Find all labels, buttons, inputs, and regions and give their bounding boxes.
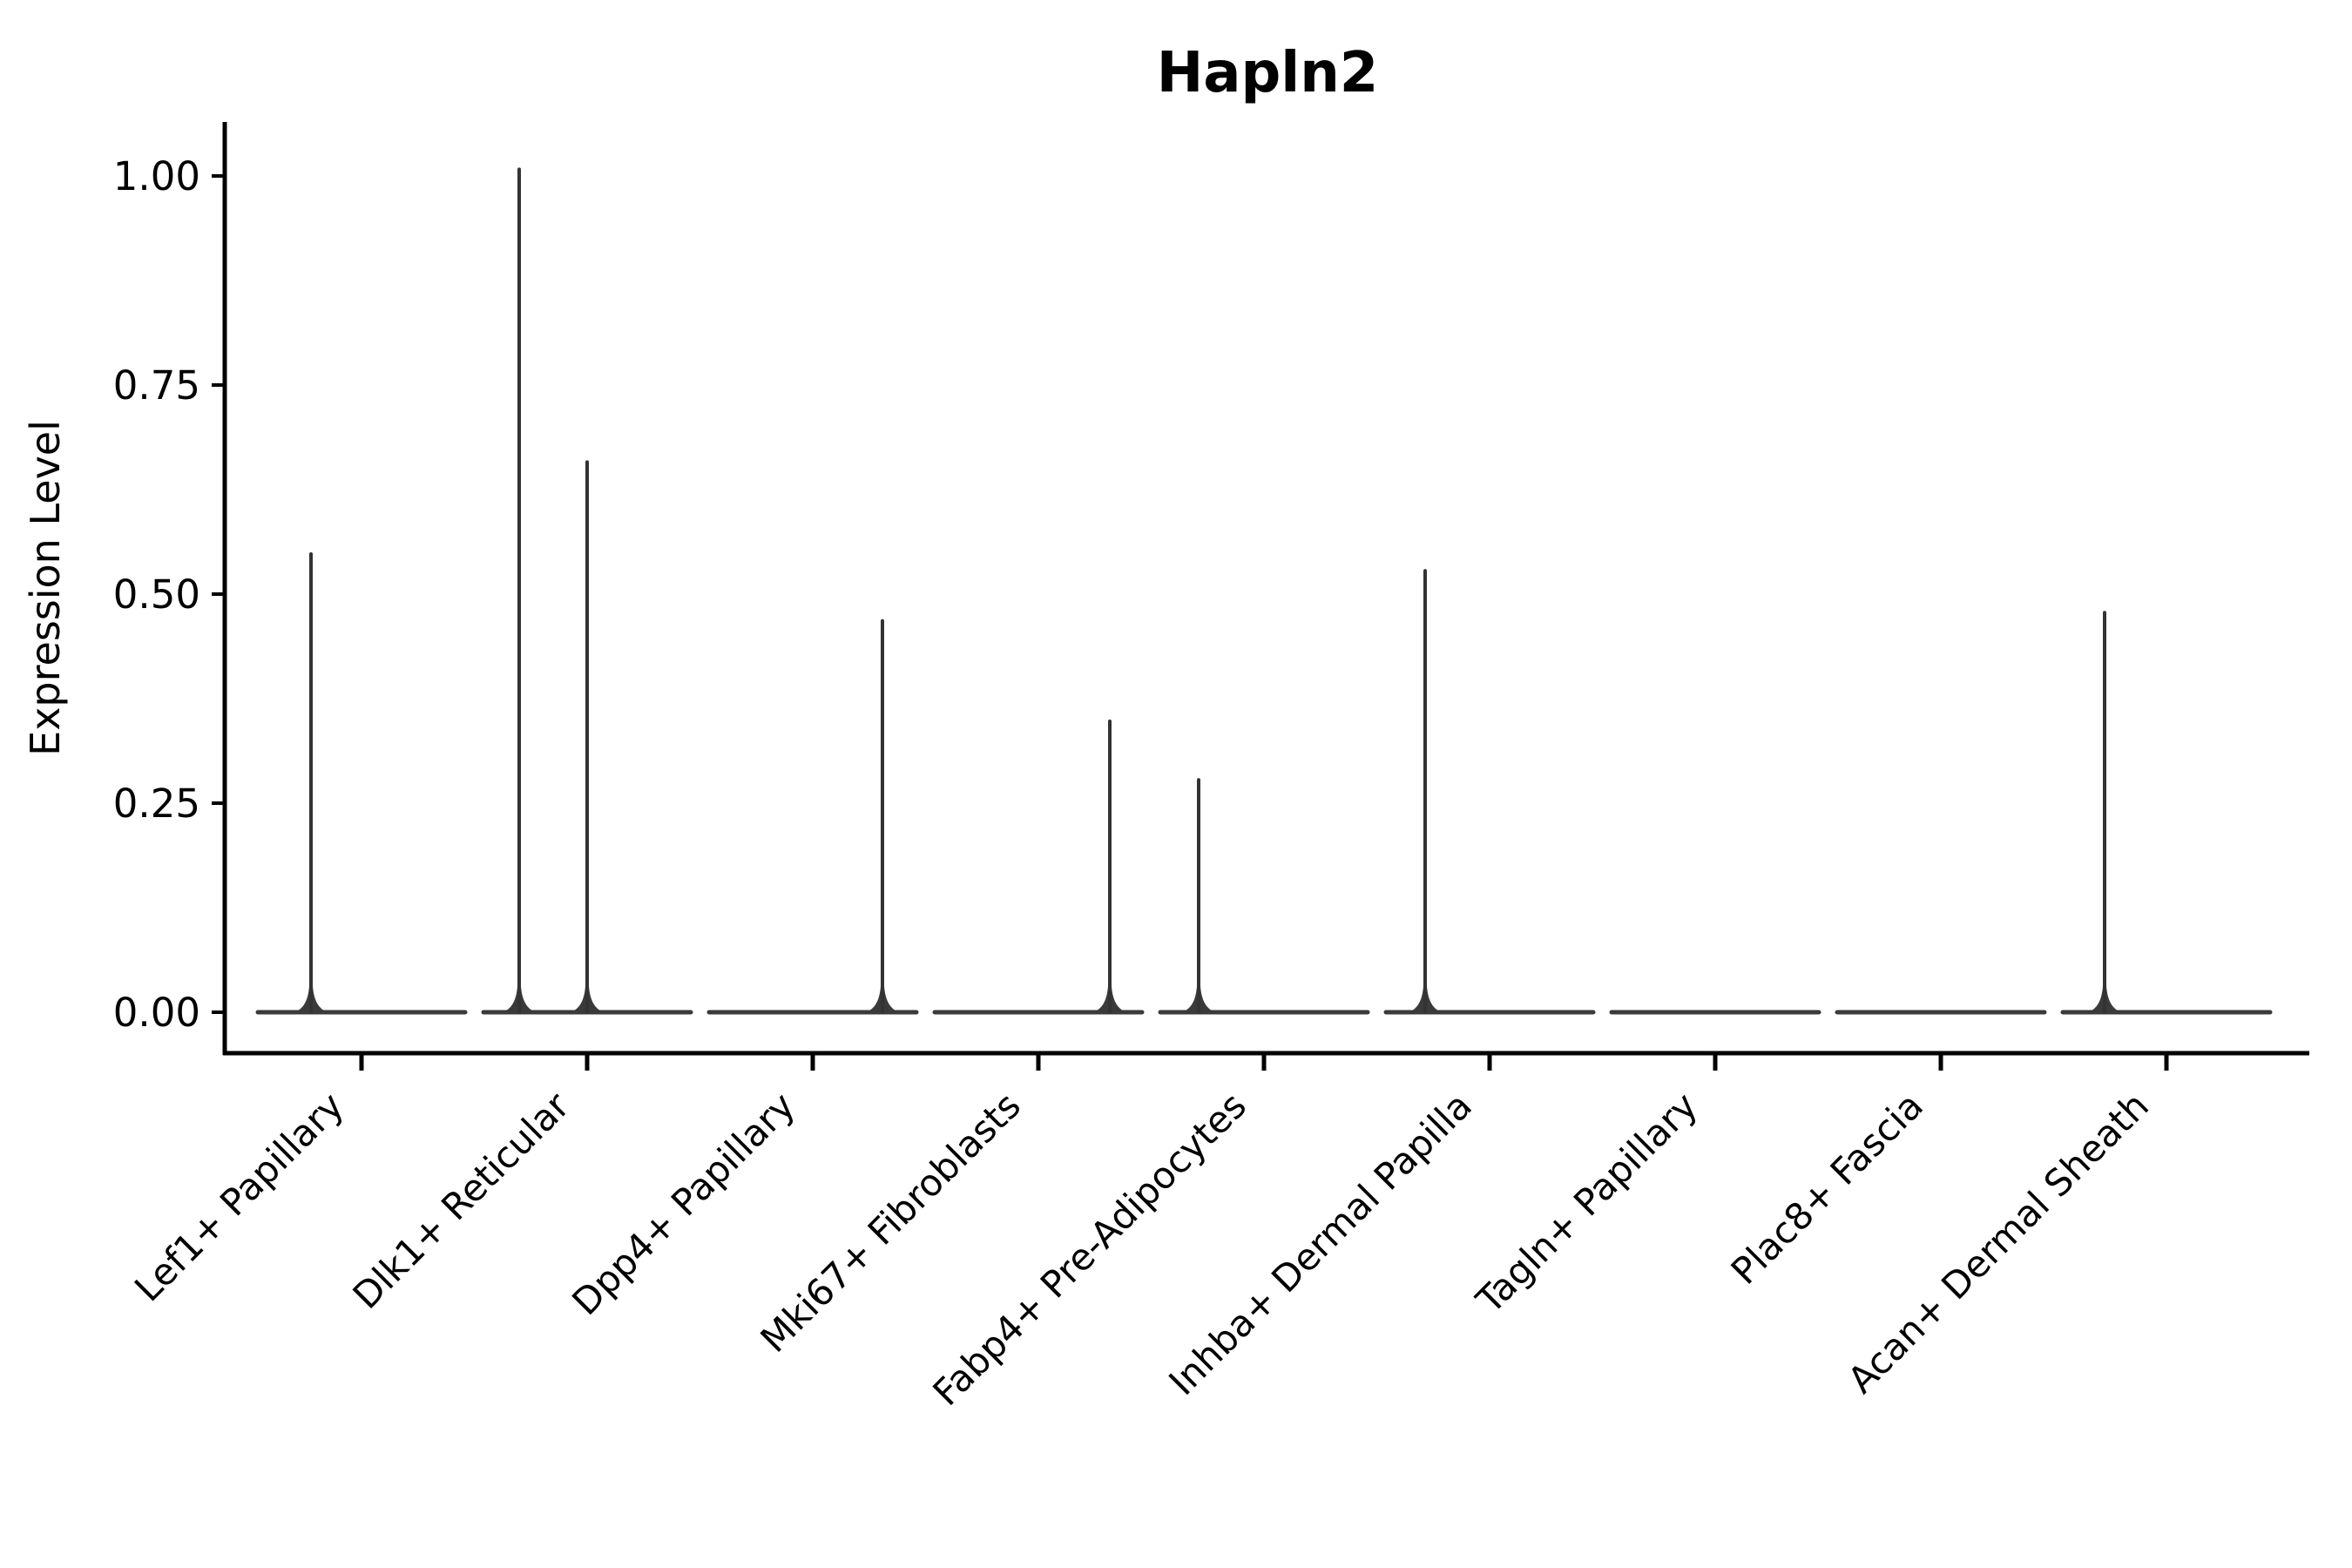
violin-layer <box>255 167 2273 1015</box>
axes-layer <box>212 122 2309 1071</box>
violin-acan-dermal-sheath <box>2060 611 2273 1015</box>
x-tick-label: Dlk1+ Reticular <box>345 1084 578 1317</box>
tick-label-layer: 0.00 0.25 0.50 0.75 1.00 Lef1+ PapillaryDlk1+… <box>113 153 2157 1414</box>
violin-lef1-papillary <box>255 552 468 1015</box>
x-tick-label: Plac8+ Fascia <box>1723 1084 1931 1292</box>
y-axis-label: Expression Level <box>22 420 69 756</box>
violin-dlk1-reticular <box>481 167 693 1015</box>
violin-dpp4-papillary <box>706 618 919 1015</box>
y-tick-label: 0.00 <box>113 990 200 1036</box>
y-tick-label: 1.00 <box>113 153 200 199</box>
plot-title: Hapln2 <box>1157 41 1379 105</box>
violin-inhba-dermal-papilla <box>1383 569 1596 1015</box>
x-tick-label: Mki67+ Fibroblasts <box>753 1084 1029 1360</box>
y-tick-label: 0.25 <box>113 781 200 827</box>
x-tick-label: Tagln+ Papillary <box>1468 1084 1706 1321</box>
x-tick-label: Dpp4+ Papillary <box>564 1084 803 1323</box>
y-tick-label: 0.75 <box>113 362 200 409</box>
x-tick-label: Lef1+ Papillary <box>126 1084 352 1309</box>
y-tick-label: 0.50 <box>113 571 200 618</box>
violin-mki67-fibroblasts <box>932 720 1145 1015</box>
violin-fabp4-pre-adipocytes <box>1158 778 1370 1015</box>
